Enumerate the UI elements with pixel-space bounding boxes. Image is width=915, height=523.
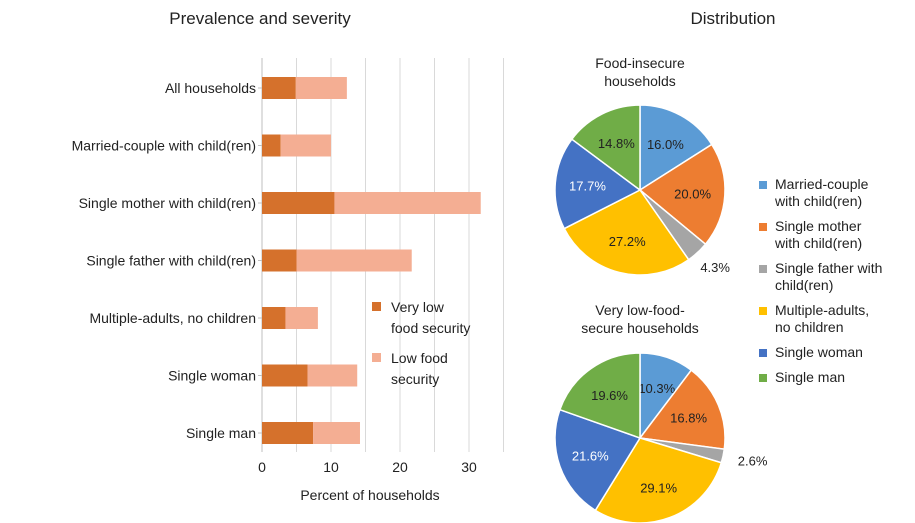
category-label: Married-couple with child(ren) <box>72 138 256 154</box>
bar-segment-very-low <box>262 134 281 157</box>
pie-legend-label: Single man <box>775 369 845 385</box>
x-tick-label: 10 <box>323 459 339 475</box>
bar-segment-very-low <box>262 77 296 99</box>
pie-legend-swatch <box>759 265 767 273</box>
pie-slice <box>554 408 642 512</box>
bar-segment-low <box>295 77 347 99</box>
x-tick-label: 20 <box>392 459 408 475</box>
x-axis-label: Percent of households <box>300 487 439 503</box>
bar-segment-very-low <box>262 307 286 329</box>
pie-legend-label: Single father with <box>775 260 882 276</box>
bar-segment-very-low <box>262 192 335 214</box>
pie-legend-label: with child(ren) <box>774 235 862 251</box>
legend-swatch <box>372 302 381 311</box>
bar-segment-low <box>334 192 481 214</box>
pie-value-label: 21.6% <box>572 449 609 464</box>
pie-legend-label: Single woman <box>775 344 863 360</box>
pie-title: Food-insecure <box>595 55 685 71</box>
pie-legend-swatch <box>759 307 767 315</box>
bar-segment-very-low <box>262 422 314 444</box>
pie-legend-swatch <box>759 223 767 231</box>
legend-label: security <box>391 371 439 387</box>
pie-chart-food-insecure: Food-insecure households 16.0% 20.0% 4.3% 27.… <box>554 55 730 276</box>
pie-legend-swatch <box>759 374 767 382</box>
category-label: Single woman <box>168 368 256 384</box>
pie-value-label: 16.0% <box>647 137 684 152</box>
pie-legend-label: with child(ren) <box>774 193 862 209</box>
bar-segment-low <box>313 422 360 444</box>
right-panel-title: Distribution <box>690 9 775 28</box>
pie-legend-label: Single mother <box>775 218 862 234</box>
bar-segment-low <box>285 307 318 329</box>
pie-title: secure households <box>581 320 699 336</box>
pie-legend-swatch <box>759 349 767 357</box>
legend-label: Very low <box>391 299 445 315</box>
x-tick-label: 30 <box>461 459 477 475</box>
pie-slice <box>554 138 642 230</box>
pie-slice <box>638 369 726 451</box>
bar-segment-very-low <box>262 249 297 272</box>
pie-legend-label: Married-couple <box>775 176 869 192</box>
pie-title: households <box>604 73 676 89</box>
pie-value-label: 20.0% <box>674 186 711 201</box>
bar-segment-low <box>280 134 331 157</box>
legend-swatch <box>372 353 381 362</box>
pie-value-label: 14.8% <box>598 136 635 151</box>
pie-legend-swatch <box>759 181 767 189</box>
pie-slice <box>594 437 723 523</box>
category-label: Single man <box>186 425 256 441</box>
pie-value-label: 27.2% <box>609 234 646 249</box>
bar-segment-very-low <box>262 364 308 387</box>
legend-label: food security <box>391 320 470 336</box>
pie-chart-very-low-food-secure: Very low-food-secure households 10.3% 16.8… <box>554 302 768 523</box>
category-label: Multiple-adults, no children <box>89 310 256 326</box>
pie-slice <box>563 189 690 276</box>
pie-slice <box>638 143 726 246</box>
pie-value-label: 17.7% <box>569 179 606 194</box>
bar-chart: All households Married-couple with child(… <box>72 58 504 503</box>
pie-title: Very low-food- <box>595 302 685 318</box>
legend-label: Low food <box>391 350 448 366</box>
left-panel-title: Prevalence and severity <box>169 9 351 28</box>
pie-legend-label: no children <box>775 319 844 335</box>
pie-value-label: 29.1% <box>640 480 677 495</box>
bar-segment-low <box>296 249 412 272</box>
pie-value-label: 10.3% <box>638 381 675 396</box>
pie-slice <box>570 104 641 192</box>
pie-slice <box>639 104 713 192</box>
category-label: All households <box>165 80 256 96</box>
pie-slice <box>558 352 641 440</box>
category-label: Single mother with child(ren) <box>79 195 256 211</box>
bar-segment-low <box>307 364 358 387</box>
pie-value-label: 19.6% <box>591 388 628 403</box>
pie-value-label: 2.6% <box>738 453 768 468</box>
pie-value-label: 4.3% <box>700 260 730 275</box>
pie-value-label: 16.8% <box>670 411 707 426</box>
category-label: Single father with child(ren) <box>86 253 256 269</box>
pie-legend-label: child(ren) <box>775 277 833 293</box>
x-tick-label: 0 <box>258 459 266 475</box>
pie-legend-label: Multiple-adults, <box>775 302 869 318</box>
